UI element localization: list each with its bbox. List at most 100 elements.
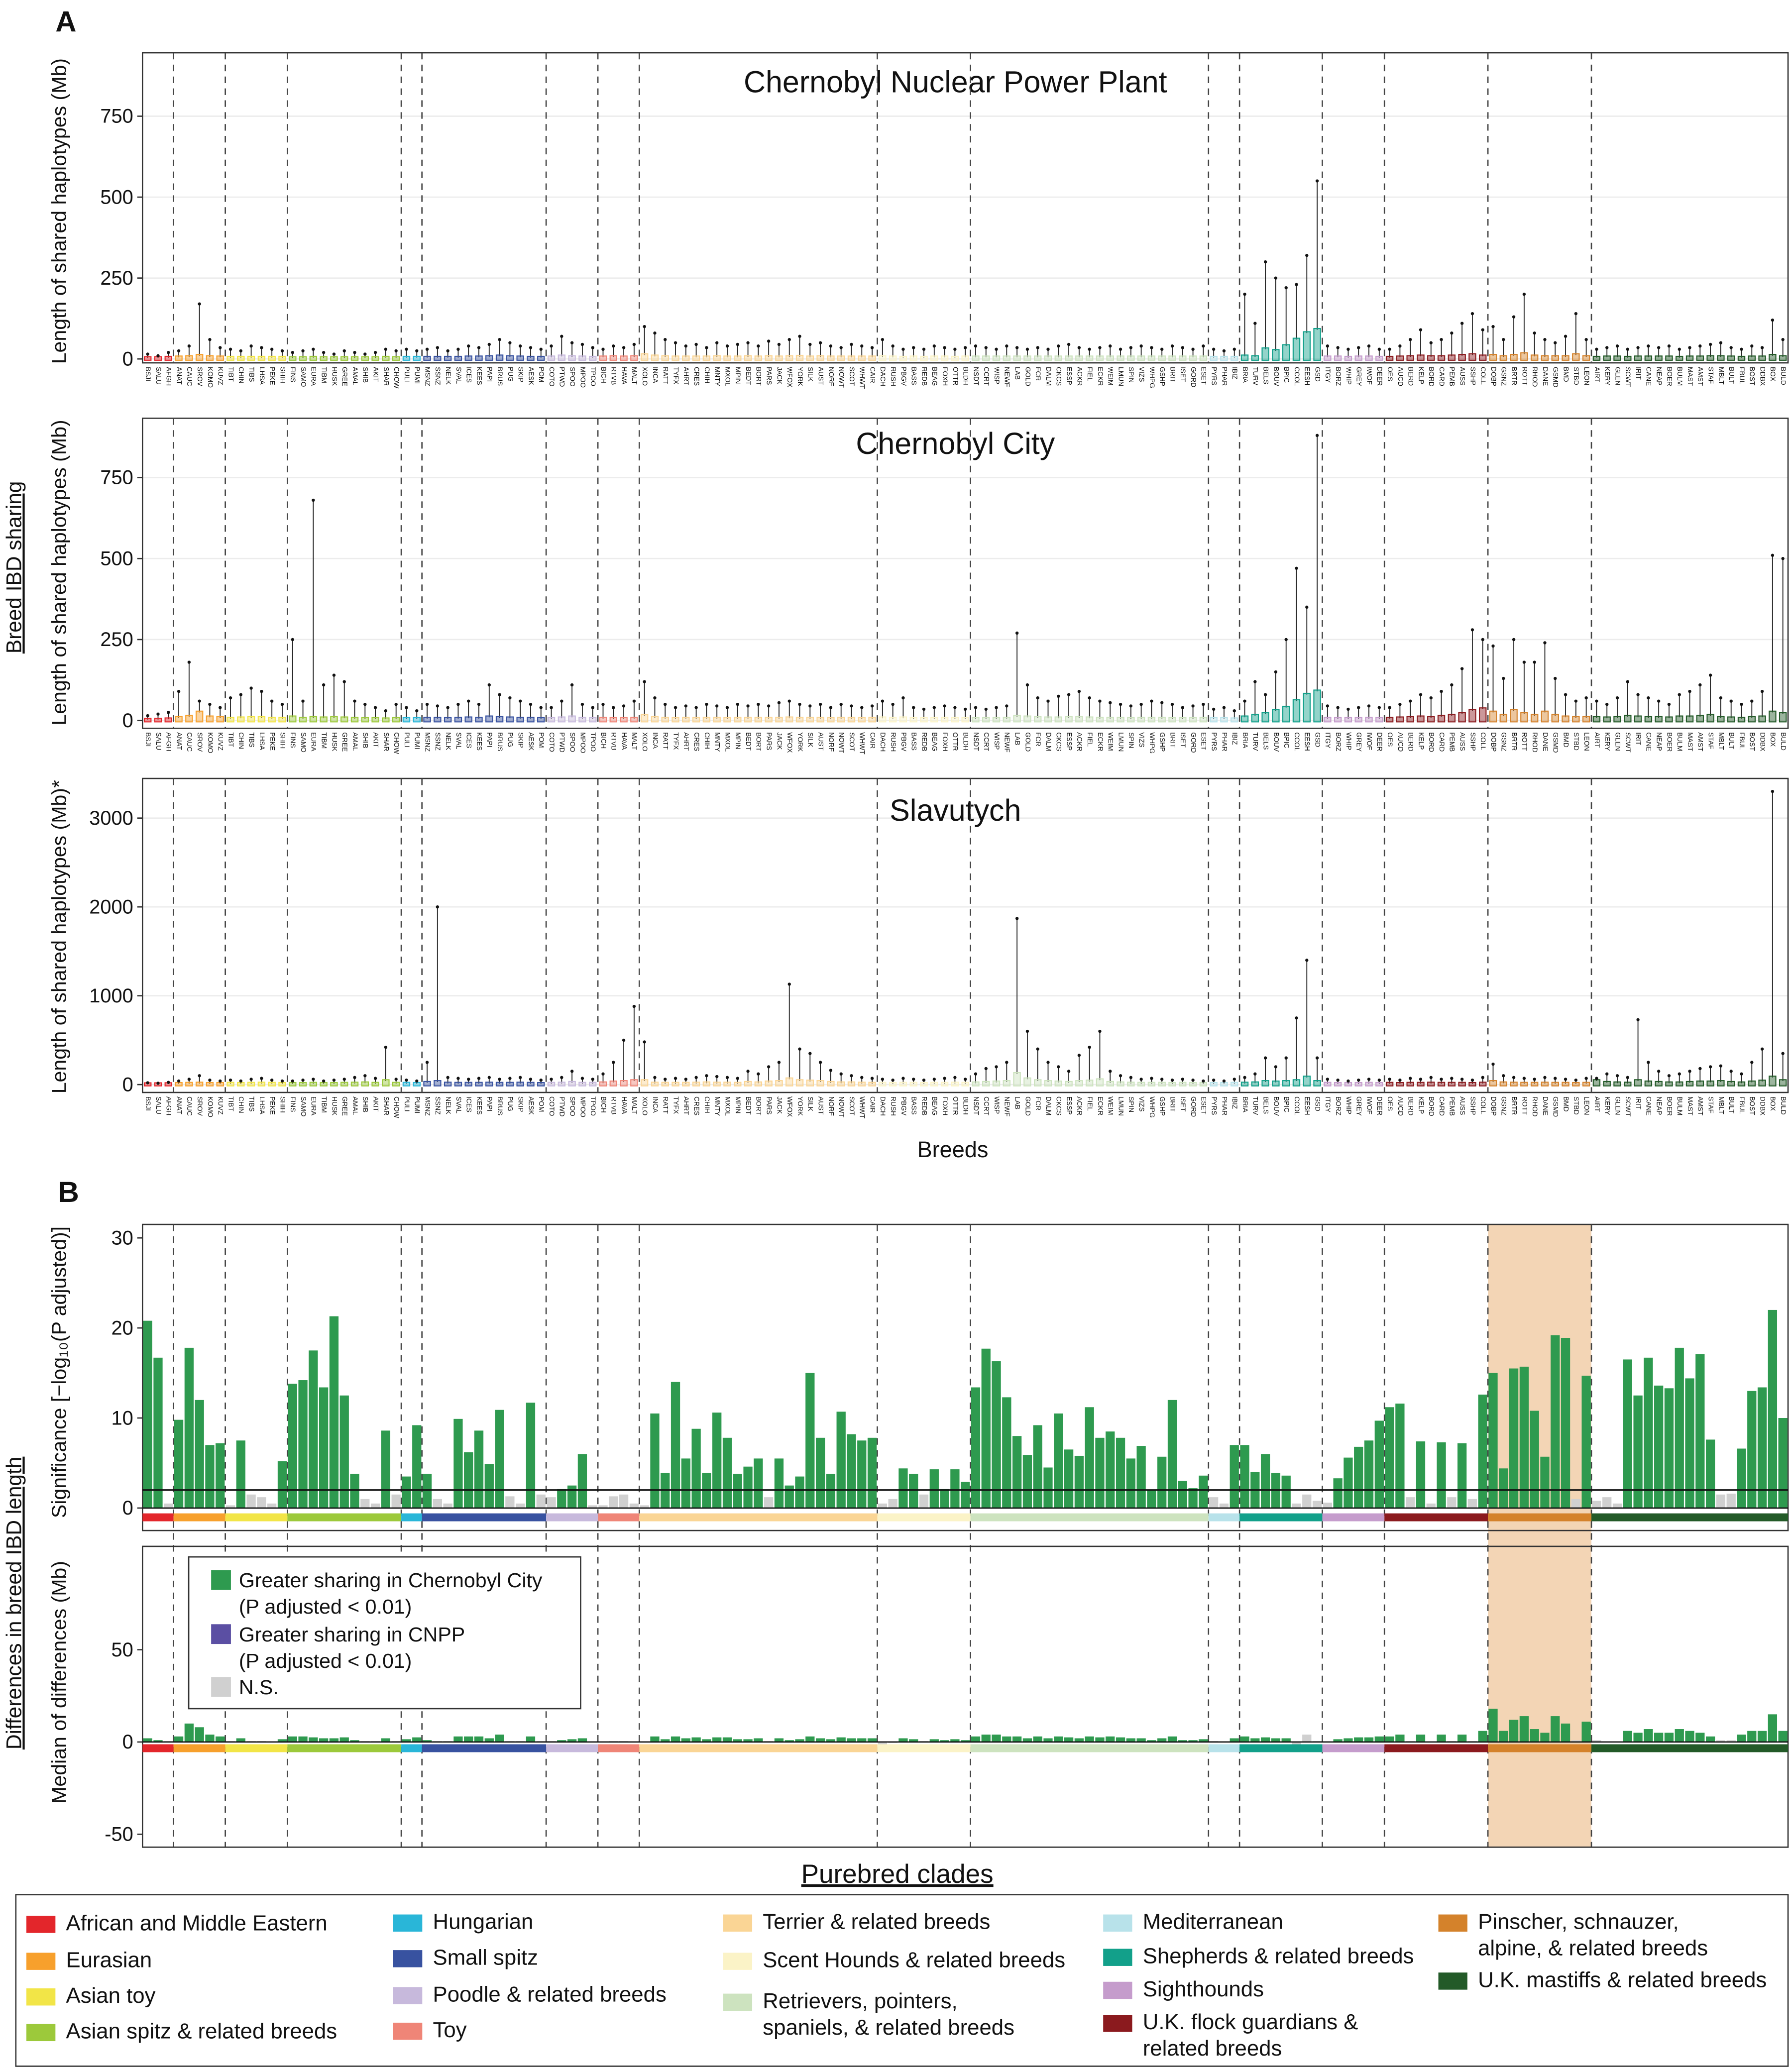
- max-outlier: [1284, 638, 1288, 642]
- max-outlier: [1367, 704, 1371, 708]
- max-outlier: [373, 706, 377, 709]
- box: [1458, 1082, 1466, 1087]
- max-outlier: [219, 346, 222, 349]
- box: [1096, 355, 1104, 361]
- max-outlier: [632, 699, 636, 703]
- bar: [422, 1474, 432, 1508]
- bar: [764, 1497, 774, 1508]
- max-outlier: [167, 1081, 170, 1084]
- box: [1737, 355, 1746, 361]
- max-outlier: [177, 1079, 181, 1083]
- box: [1189, 1082, 1197, 1087]
- max-outlier: [187, 660, 191, 664]
- breed-label: WISP: [993, 732, 1001, 750]
- breed-label: SHIH: [279, 732, 286, 749]
- clade-band: [142, 1744, 174, 1752]
- box: [268, 1082, 276, 1087]
- max-outlier: [1202, 702, 1205, 706]
- breed-label: SHAR: [382, 732, 390, 751]
- max-outlier: [632, 342, 636, 346]
- max-outlier: [829, 344, 833, 348]
- max-outlier: [808, 704, 812, 708]
- max-outlier: [394, 702, 398, 706]
- breed-label: SALU: [155, 732, 162, 750]
- box: [558, 716, 566, 723]
- breed-label: PARS: [766, 1096, 773, 1114]
- max-outlier: [1346, 707, 1350, 711]
- box: [795, 1079, 804, 1087]
- max-outlier: [777, 701, 781, 705]
- box: [1354, 717, 1362, 723]
- box: [899, 716, 907, 723]
- max-outlier: [963, 1078, 967, 1081]
- max-outlier: [1274, 276, 1278, 280]
- breed-label: GREY: [1355, 1096, 1363, 1116]
- box: [940, 355, 949, 361]
- breed-label: COLL: [1479, 367, 1487, 385]
- breed-label: AMST: [1697, 367, 1704, 386]
- box: [495, 1082, 504, 1087]
- box: [1676, 1081, 1683, 1087]
- max-outlier: [1615, 696, 1619, 700]
- max-outlier: [1409, 1077, 1412, 1080]
- breed-label: LAB: [1013, 1096, 1021, 1109]
- box: [1530, 354, 1539, 361]
- box: [1044, 355, 1052, 361]
- box: [930, 355, 938, 361]
- bar: [536, 1494, 546, 1508]
- bar: [857, 1440, 867, 1508]
- breed-label: WEIM: [1107, 1096, 1115, 1115]
- max-outlier: [1584, 338, 1588, 341]
- box: [1023, 1077, 1031, 1087]
- breed-label: ESET: [1200, 732, 1208, 751]
- breed-label: IWOF: [1365, 732, 1373, 750]
- box: [516, 355, 524, 361]
- max-outlier: [550, 706, 553, 709]
- max-outlier: [1025, 347, 1029, 351]
- max-outlier: [881, 699, 885, 703]
- box: [682, 717, 690, 723]
- bar: [888, 1499, 897, 1508]
- breed-label: AHRT: [682, 1096, 690, 1115]
- box: [1562, 715, 1569, 723]
- max-outlier: [1554, 676, 1557, 680]
- box: [1344, 1082, 1352, 1087]
- box: [464, 716, 472, 723]
- box: [1127, 355, 1135, 361]
- bar: [1499, 1468, 1508, 1508]
- max-outlier: [1481, 1076, 1484, 1080]
- max-outlier: [1274, 670, 1278, 674]
- box: [1665, 355, 1673, 361]
- max-outlier: [270, 347, 274, 351]
- max-outlier: [239, 349, 242, 353]
- breed-label: MBLT: [1717, 1096, 1725, 1114]
- max-outlier: [249, 686, 253, 690]
- box: [1489, 353, 1497, 361]
- breed-label: AKIT: [372, 367, 379, 382]
- breed-label: SROV: [196, 732, 204, 752]
- max-outlier: [1315, 179, 1319, 183]
- max-outlier: [725, 344, 729, 348]
- box: [1406, 716, 1414, 723]
- max-outlier: [787, 982, 791, 986]
- box: [1427, 1082, 1435, 1087]
- breed-label: MALT: [631, 732, 638, 750]
- box: [1168, 717, 1176, 723]
- max-outlier: [881, 1078, 885, 1081]
- max-outlier: [415, 349, 419, 353]
- max-outlier: [550, 1078, 553, 1081]
- max-outlier: [664, 338, 667, 341]
- bar: [619, 1494, 629, 1508]
- box: [651, 354, 659, 361]
- box: [879, 355, 887, 361]
- bar: [277, 1739, 287, 1742]
- breed-label: DOBP: [1490, 732, 1497, 752]
- breed-label: FINS: [289, 732, 297, 748]
- box: [713, 717, 721, 723]
- bar: [1167, 1736, 1177, 1742]
- max-outlier: [342, 680, 346, 683]
- breed-label: IRIT: [1635, 367, 1642, 380]
- bar: [1188, 1740, 1198, 1742]
- bar: [898, 1738, 908, 1742]
- bar: [1581, 1375, 1591, 1508]
